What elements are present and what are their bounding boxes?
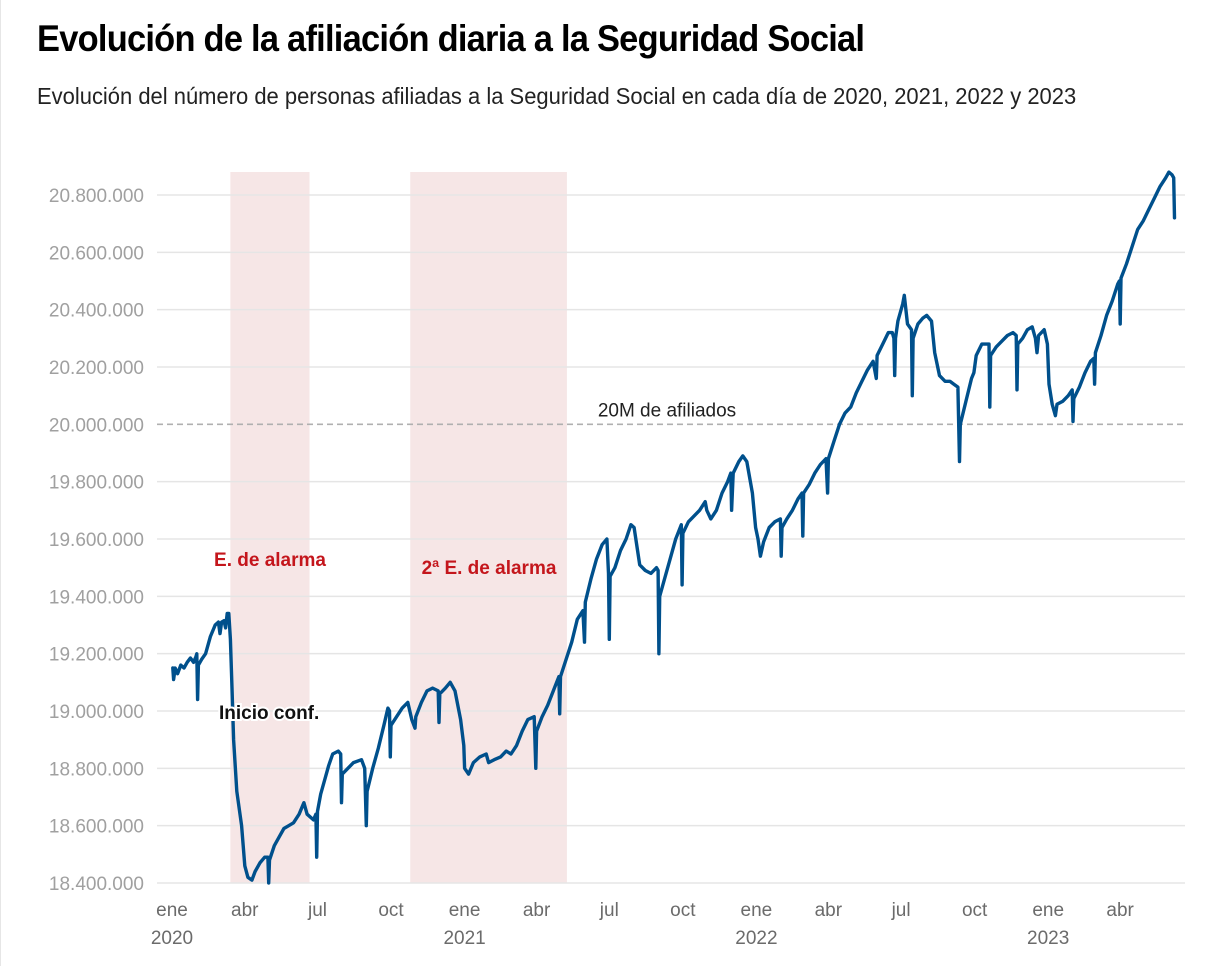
x-axis-ticks: ene 2020 abr jul oct ene 2021 abr jul oct ene 2022 a… bbox=[151, 900, 1135, 949]
y-tick-label: 19.400.000 bbox=[49, 587, 144, 608]
shaded-period-2 bbox=[410, 172, 567, 883]
shaded-period-label: 2ª E. de alarma bbox=[422, 558, 557, 579]
x-tick-year-label: 2022 bbox=[735, 928, 777, 949]
reference-line-label: 20M de afiliados bbox=[598, 400, 736, 421]
reference-lines: 20M de afiliados bbox=[157, 400, 1185, 426]
x-tick-label: abr bbox=[1106, 900, 1134, 921]
y-tick-label: 19.200.000 bbox=[49, 645, 144, 666]
y-tick-label: 20.400.000 bbox=[49, 301, 144, 322]
y-tick-label: 20.200.000 bbox=[49, 358, 144, 379]
x-tick-label: oct bbox=[378, 900, 404, 921]
x-tick-label: abr bbox=[523, 900, 551, 921]
y-tick-label: 20.600.000 bbox=[49, 243, 144, 264]
y-tick-label: 18.800.000 bbox=[49, 759, 144, 780]
x-tick-label: oct bbox=[962, 900, 988, 921]
chart-subtitle: Evolución del número de personas afiliad… bbox=[37, 83, 1077, 109]
x-tick-year-label: 2021 bbox=[443, 928, 485, 949]
x-tick-label: oct bbox=[670, 900, 696, 921]
x-tick-label: ene bbox=[741, 900, 773, 921]
y-tick-label: 20.000.000 bbox=[49, 415, 144, 436]
y-tick-label: 18.600.000 bbox=[49, 817, 144, 838]
shaded-period-label: E. de alarma bbox=[214, 550, 326, 571]
y-tick-label: 20.800.000 bbox=[49, 186, 144, 207]
y-tick-label: 19.600.000 bbox=[49, 530, 144, 551]
x-tick-year-label: 2020 bbox=[151, 928, 193, 949]
y-tick-label: 18.400.000 bbox=[49, 874, 144, 895]
x-tick-label: jul bbox=[599, 900, 619, 921]
series-line-afiliados bbox=[171, 170, 1177, 885]
chart-title: Evolución de la afiliación diaria a la S… bbox=[37, 18, 865, 59]
annotations: E. de alarma 2ª E. de alarma Inicio conf. bbox=[214, 550, 557, 726]
x-tick-year-label: 2023 bbox=[1027, 928, 1069, 949]
x-tick-label: jul bbox=[307, 900, 327, 921]
y-axis-ticks: 18.400.000 18.600.000 18.800.000 19.000.000… bbox=[49, 186, 144, 895]
left-border bbox=[0, 0, 1, 966]
inicio-confinamiento-label: Inicio conf. bbox=[219, 703, 319, 724]
x-tick-label: abr bbox=[231, 900, 259, 921]
gridlines bbox=[157, 194, 1185, 884]
x-tick-label: jul bbox=[891, 900, 911, 921]
shaded-periods bbox=[230, 172, 567, 883]
x-tick-label: abr bbox=[815, 900, 843, 921]
x-tick-label: ene bbox=[1032, 900, 1064, 921]
shaded-period-1 bbox=[230, 172, 310, 883]
y-tick-label: 19.000.000 bbox=[49, 702, 144, 723]
y-tick-label: 19.800.000 bbox=[49, 473, 144, 494]
x-tick-label: ene bbox=[156, 900, 188, 921]
series-group bbox=[171, 170, 1177, 885]
x-tick-label: ene bbox=[449, 900, 481, 921]
